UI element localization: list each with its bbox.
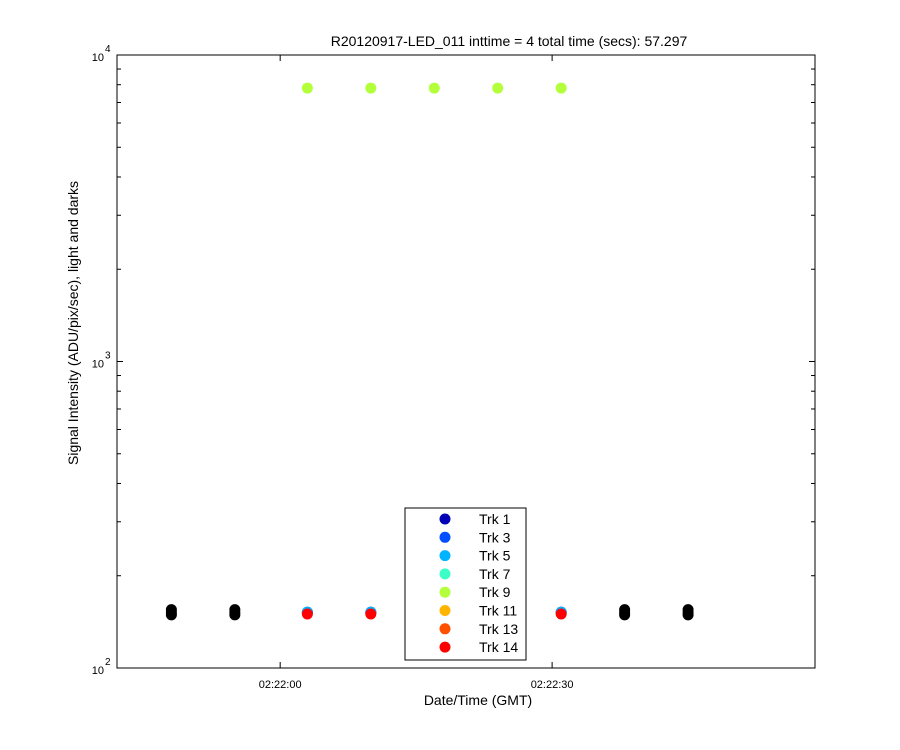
y-tick-exponent: 2 (105, 657, 111, 668)
data-point (555, 608, 567, 620)
legend-marker (439, 531, 451, 543)
data-point (165, 604, 177, 616)
legend-label: Trk 14 (479, 639, 518, 655)
data-point (365, 608, 377, 620)
data-point (301, 82, 313, 94)
data-point (428, 82, 440, 94)
legend-marker (439, 550, 451, 562)
legend-marker (439, 586, 451, 598)
legend-marker (439, 513, 451, 525)
legend-label: Trk 7 (479, 566, 511, 582)
x-axis-label: Date/Time (GMT) (424, 692, 532, 708)
legend-label: Trk 3 (479, 529, 511, 545)
data-point (682, 604, 694, 616)
legend-label: Trk 9 (479, 584, 511, 600)
legend-box (404, 507, 527, 661)
y-tick-label: 10 (92, 359, 104, 371)
chart-title: R20120917-LED_011 inttime = 4 total time… (331, 33, 688, 49)
data-point (492, 82, 504, 94)
y-tick-exponent: 3 (105, 351, 111, 362)
data-point (555, 82, 567, 94)
legend-label: Trk 1 (479, 511, 511, 527)
x-tick-label: 02:22:30 (531, 679, 574, 691)
y-tick-exponent: 4 (105, 44, 111, 55)
y-tick-label: 10 (92, 52, 104, 64)
legend-label: Trk 5 (479, 548, 511, 564)
data-point (301, 608, 313, 620)
data-point (229, 604, 241, 616)
legend-label: Trk 13 (479, 621, 518, 637)
y-axis-label: Signal Intensity (ADU/pix/sec), light an… (65, 181, 81, 465)
data-point (619, 604, 631, 616)
legend-marker (439, 605, 451, 616)
legend-marker (439, 568, 451, 580)
legend: Trk 1 Trk 3 Trk 5 Trk 7 Trk 9 Trk 11 Trk 13 Trk… (404, 507, 527, 661)
data-point (365, 82, 377, 94)
data-points (165, 82, 694, 621)
legend-marker (439, 641, 451, 653)
legend-label: Trk 11 (479, 603, 517, 619)
legend-marker (439, 623, 451, 635)
y-tick-label: 10 (92, 665, 104, 677)
x-tick-label: 02:22:00 (259, 679, 302, 691)
